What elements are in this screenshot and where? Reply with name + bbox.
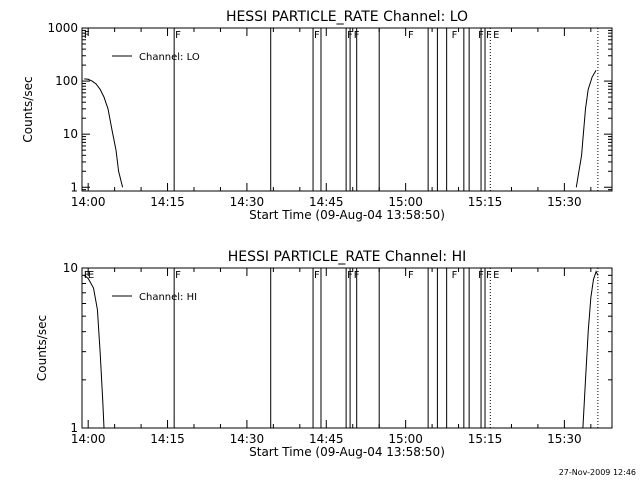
plot1-legend-label: Channel: LO [139,52,200,63]
plot2-title: HESSI PARTICLE_RATE Channel: HI [228,249,466,265]
plot1-event-flag: E [493,30,499,41]
plot1-event-flag: F [354,30,360,41]
plot1-x-tick-label: 15:00 [388,195,423,209]
plot2-x-tick-label: 14:30 [230,432,265,446]
plot1-x-tick-label: 14:30 [230,195,265,209]
plot2-event-flag: F [84,270,90,281]
plot1-event-flag: F [452,30,458,41]
plot1-y-tick-label: 100 [55,74,78,88]
plot1-x-tick-label: 14:00 [71,195,106,209]
plot1-event-flag: F [314,30,320,41]
plot2-y-tick-label: 10 [63,261,78,275]
plot1-event-flag: F [478,30,484,41]
plot1-frame [81,27,613,192]
plot1-y-tick-label: 1 [70,180,78,194]
plot1-series-line [84,78,124,188]
plot2-series-line [83,274,105,429]
plot2-x-tick-label: 15:15 [468,432,503,446]
plot2-event-flag: F [408,270,414,281]
plot2-event-flag: E [88,270,94,281]
plot1-x-tick-label: 14:45 [309,195,344,209]
plot1-event-flag: F [486,30,492,41]
plot2-x-tick-label: 15:30 [547,432,582,446]
plot2-event-flag: F [347,270,353,281]
footer-timestamp: 27-Nov-2009 12:46 [558,468,636,477]
plot2-event-flag: F [452,270,458,281]
plot1-y-tick-label: 1000 [47,21,78,35]
plot2-legend-label: Channel: HI [139,292,197,303]
plot2-series-line [582,270,599,429]
plot2-x-tick-label: 15:00 [388,432,423,446]
plot1-x-axis-label: Start Time (09-Aug-04 13:58:50) [249,208,445,222]
plot1-x-tick-label: 14:15 [150,195,185,209]
plot2-event-flag: F [478,270,484,281]
plot2-event-flag: E [493,270,499,281]
plot2-x-axis-label: Start Time (09-Aug-04 13:58:50) [249,445,445,459]
plot1-x-tick-label: 15:30 [547,195,582,209]
plot2-event-flag: F [175,270,181,281]
plot1-x-tick-label: 15:15 [468,195,503,209]
plot2-x-tick-label: 14:45 [309,432,344,446]
plot1-series-line [575,69,597,188]
plot1-title: HESSI PARTICLE_RATE Channel: LO [226,9,468,25]
plot1-y-tick-label: 10 [63,127,78,141]
plot1-event-flag: F [175,30,181,41]
plot1-event-flag: F [347,30,353,41]
plot1-event-flag: F [84,30,90,41]
plot2-x-tick-label: 14:15 [150,432,185,446]
plot1-y-axis-label: Counts/sec [21,76,35,142]
plot2-frame [81,267,613,429]
plot2-event-flag: F [314,270,320,281]
plot2-y-tick-label: 1 [70,421,78,435]
plot2-event-flag: F [354,270,360,281]
plot2-x-tick-label: 14:00 [71,432,106,446]
plot2-event-flag: F [486,270,492,281]
plot1-event-flag: F [408,30,414,41]
plot2-y-axis-label: Counts/sec [35,315,49,381]
